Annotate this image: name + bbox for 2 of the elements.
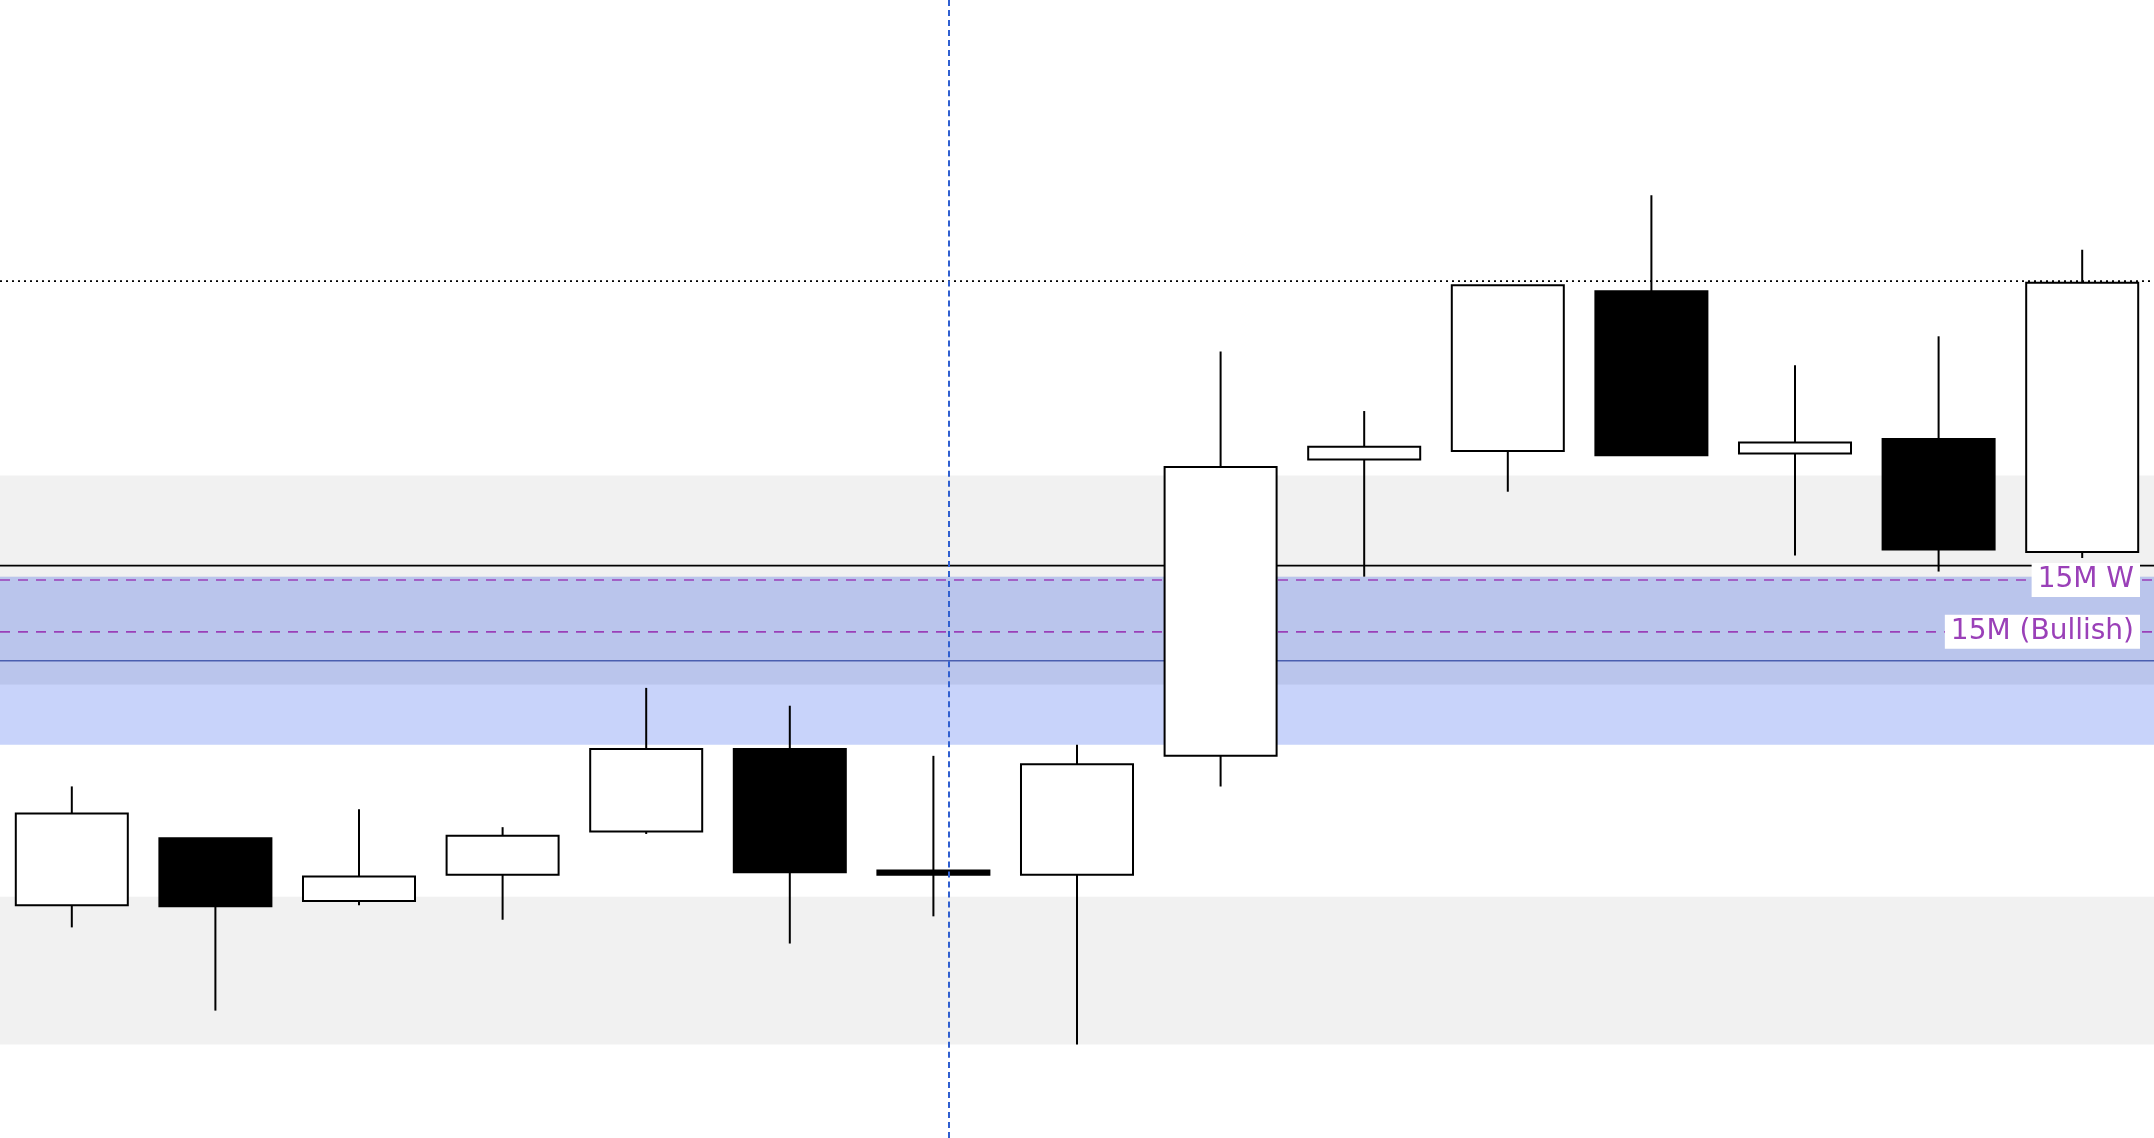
ref-line-label: 15M (Bullish) — [1950, 613, 2134, 647]
ref-line-label: 15M W — [2037, 561, 2134, 595]
